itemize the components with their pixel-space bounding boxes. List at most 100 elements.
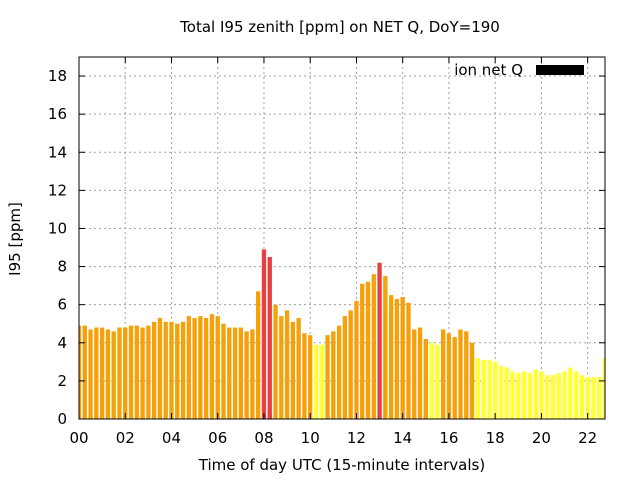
- bar: [493, 361, 498, 419]
- legend: ion net Q: [454, 61, 584, 79]
- bar: [545, 375, 550, 419]
- bar: [585, 377, 590, 419]
- bar: [521, 371, 527, 419]
- bar: [533, 369, 538, 419]
- bar: [406, 302, 411, 419]
- bar: [360, 283, 365, 419]
- bar: [88, 329, 93, 419]
- bar: [279, 316, 284, 419]
- bar: [79, 325, 82, 419]
- bar: [498, 365, 504, 419]
- y-tick-label: 4: [57, 334, 67, 352]
- bar: [383, 276, 388, 419]
- bar: [568, 367, 573, 419]
- x-tick-label: 16: [439, 429, 458, 447]
- bar: [99, 327, 105, 419]
- bar: [458, 329, 463, 419]
- bar: [111, 331, 116, 419]
- bar: [602, 358, 605, 419]
- bar: [267, 257, 272, 419]
- bar: [134, 325, 139, 419]
- bar: [440, 329, 446, 419]
- bar: [516, 373, 521, 419]
- bar: [308, 335, 313, 419]
- bar: [354, 300, 359, 419]
- y-tick-label: 2: [57, 372, 67, 390]
- bar: [452, 337, 457, 419]
- x-tick-label: 22: [578, 429, 597, 447]
- bar: [169, 321, 174, 419]
- bar: [579, 375, 585, 419]
- y-tick-labels: 0 2 4 6 8 10 12 14 16 18: [48, 67, 67, 428]
- x-tick-label: 04: [162, 429, 181, 447]
- bar: [388, 295, 394, 419]
- bar: [198, 316, 203, 419]
- bar: [232, 327, 238, 419]
- bar: [123, 327, 128, 419]
- bar: [325, 335, 330, 419]
- y-tick-label: 12: [48, 181, 67, 199]
- bar: [140, 327, 145, 419]
- bar: [573, 371, 579, 419]
- bar: [203, 318, 209, 419]
- bar: [296, 318, 301, 419]
- bar: [429, 342, 434, 419]
- bar: [371, 274, 376, 419]
- x-tick-label: 02: [116, 429, 135, 447]
- bar: [244, 331, 249, 419]
- bar: [342, 316, 348, 419]
- y-tick-label: 10: [48, 219, 67, 237]
- bar: [423, 338, 428, 419]
- bar: [319, 344, 324, 419]
- bar: [562, 371, 567, 419]
- bar: [377, 262, 382, 419]
- bar: [261, 249, 267, 419]
- bar: [412, 329, 417, 419]
- x-tick-label: 20: [532, 429, 551, 447]
- bar: [469, 342, 475, 419]
- x-tick-label: 00: [69, 429, 88, 447]
- y-tick-label: 6: [57, 296, 67, 314]
- bar: [192, 318, 197, 419]
- bar: [435, 344, 440, 419]
- bar: [238, 327, 244, 419]
- bar: [527, 373, 533, 419]
- y-tick-label: 8: [57, 258, 67, 276]
- bar: [481, 359, 486, 419]
- bar: [175, 323, 180, 419]
- bar: [105, 329, 111, 419]
- x-axis-label: Time of day UTC (15-minute intervals): [198, 456, 485, 474]
- bar: [221, 323, 226, 419]
- bar: [146, 325, 151, 419]
- bar: [487, 359, 492, 419]
- x-tick-label: 10: [301, 429, 320, 447]
- bar: [417, 327, 423, 419]
- bar: [290, 321, 296, 419]
- y-tick-label: 18: [48, 67, 67, 85]
- bar: [539, 371, 544, 419]
- x-tick-label: 08: [254, 429, 273, 447]
- x-tick-label: 18: [486, 429, 505, 447]
- bar-series: [79, 249, 605, 419]
- bar: [180, 321, 186, 419]
- bar: [117, 327, 122, 419]
- bar: [227, 327, 232, 419]
- y-axis-label: I95 [ppm]: [6, 202, 24, 276]
- bar: [394, 298, 400, 419]
- bar: [556, 373, 561, 419]
- y-tick-label: 16: [48, 105, 67, 123]
- grid-lines: [79, 57, 605, 419]
- bar: [510, 371, 515, 419]
- bar: [504, 367, 509, 419]
- bar: [186, 316, 191, 419]
- bar: [215, 316, 220, 419]
- bar: [331, 331, 336, 419]
- bar: [313, 344, 319, 419]
- bar: [163, 321, 168, 419]
- y-tick-label: 14: [48, 143, 67, 161]
- x-tick-label: 12: [347, 429, 366, 447]
- bar: [475, 358, 481, 419]
- bar: [209, 314, 215, 419]
- bar: [284, 310, 290, 419]
